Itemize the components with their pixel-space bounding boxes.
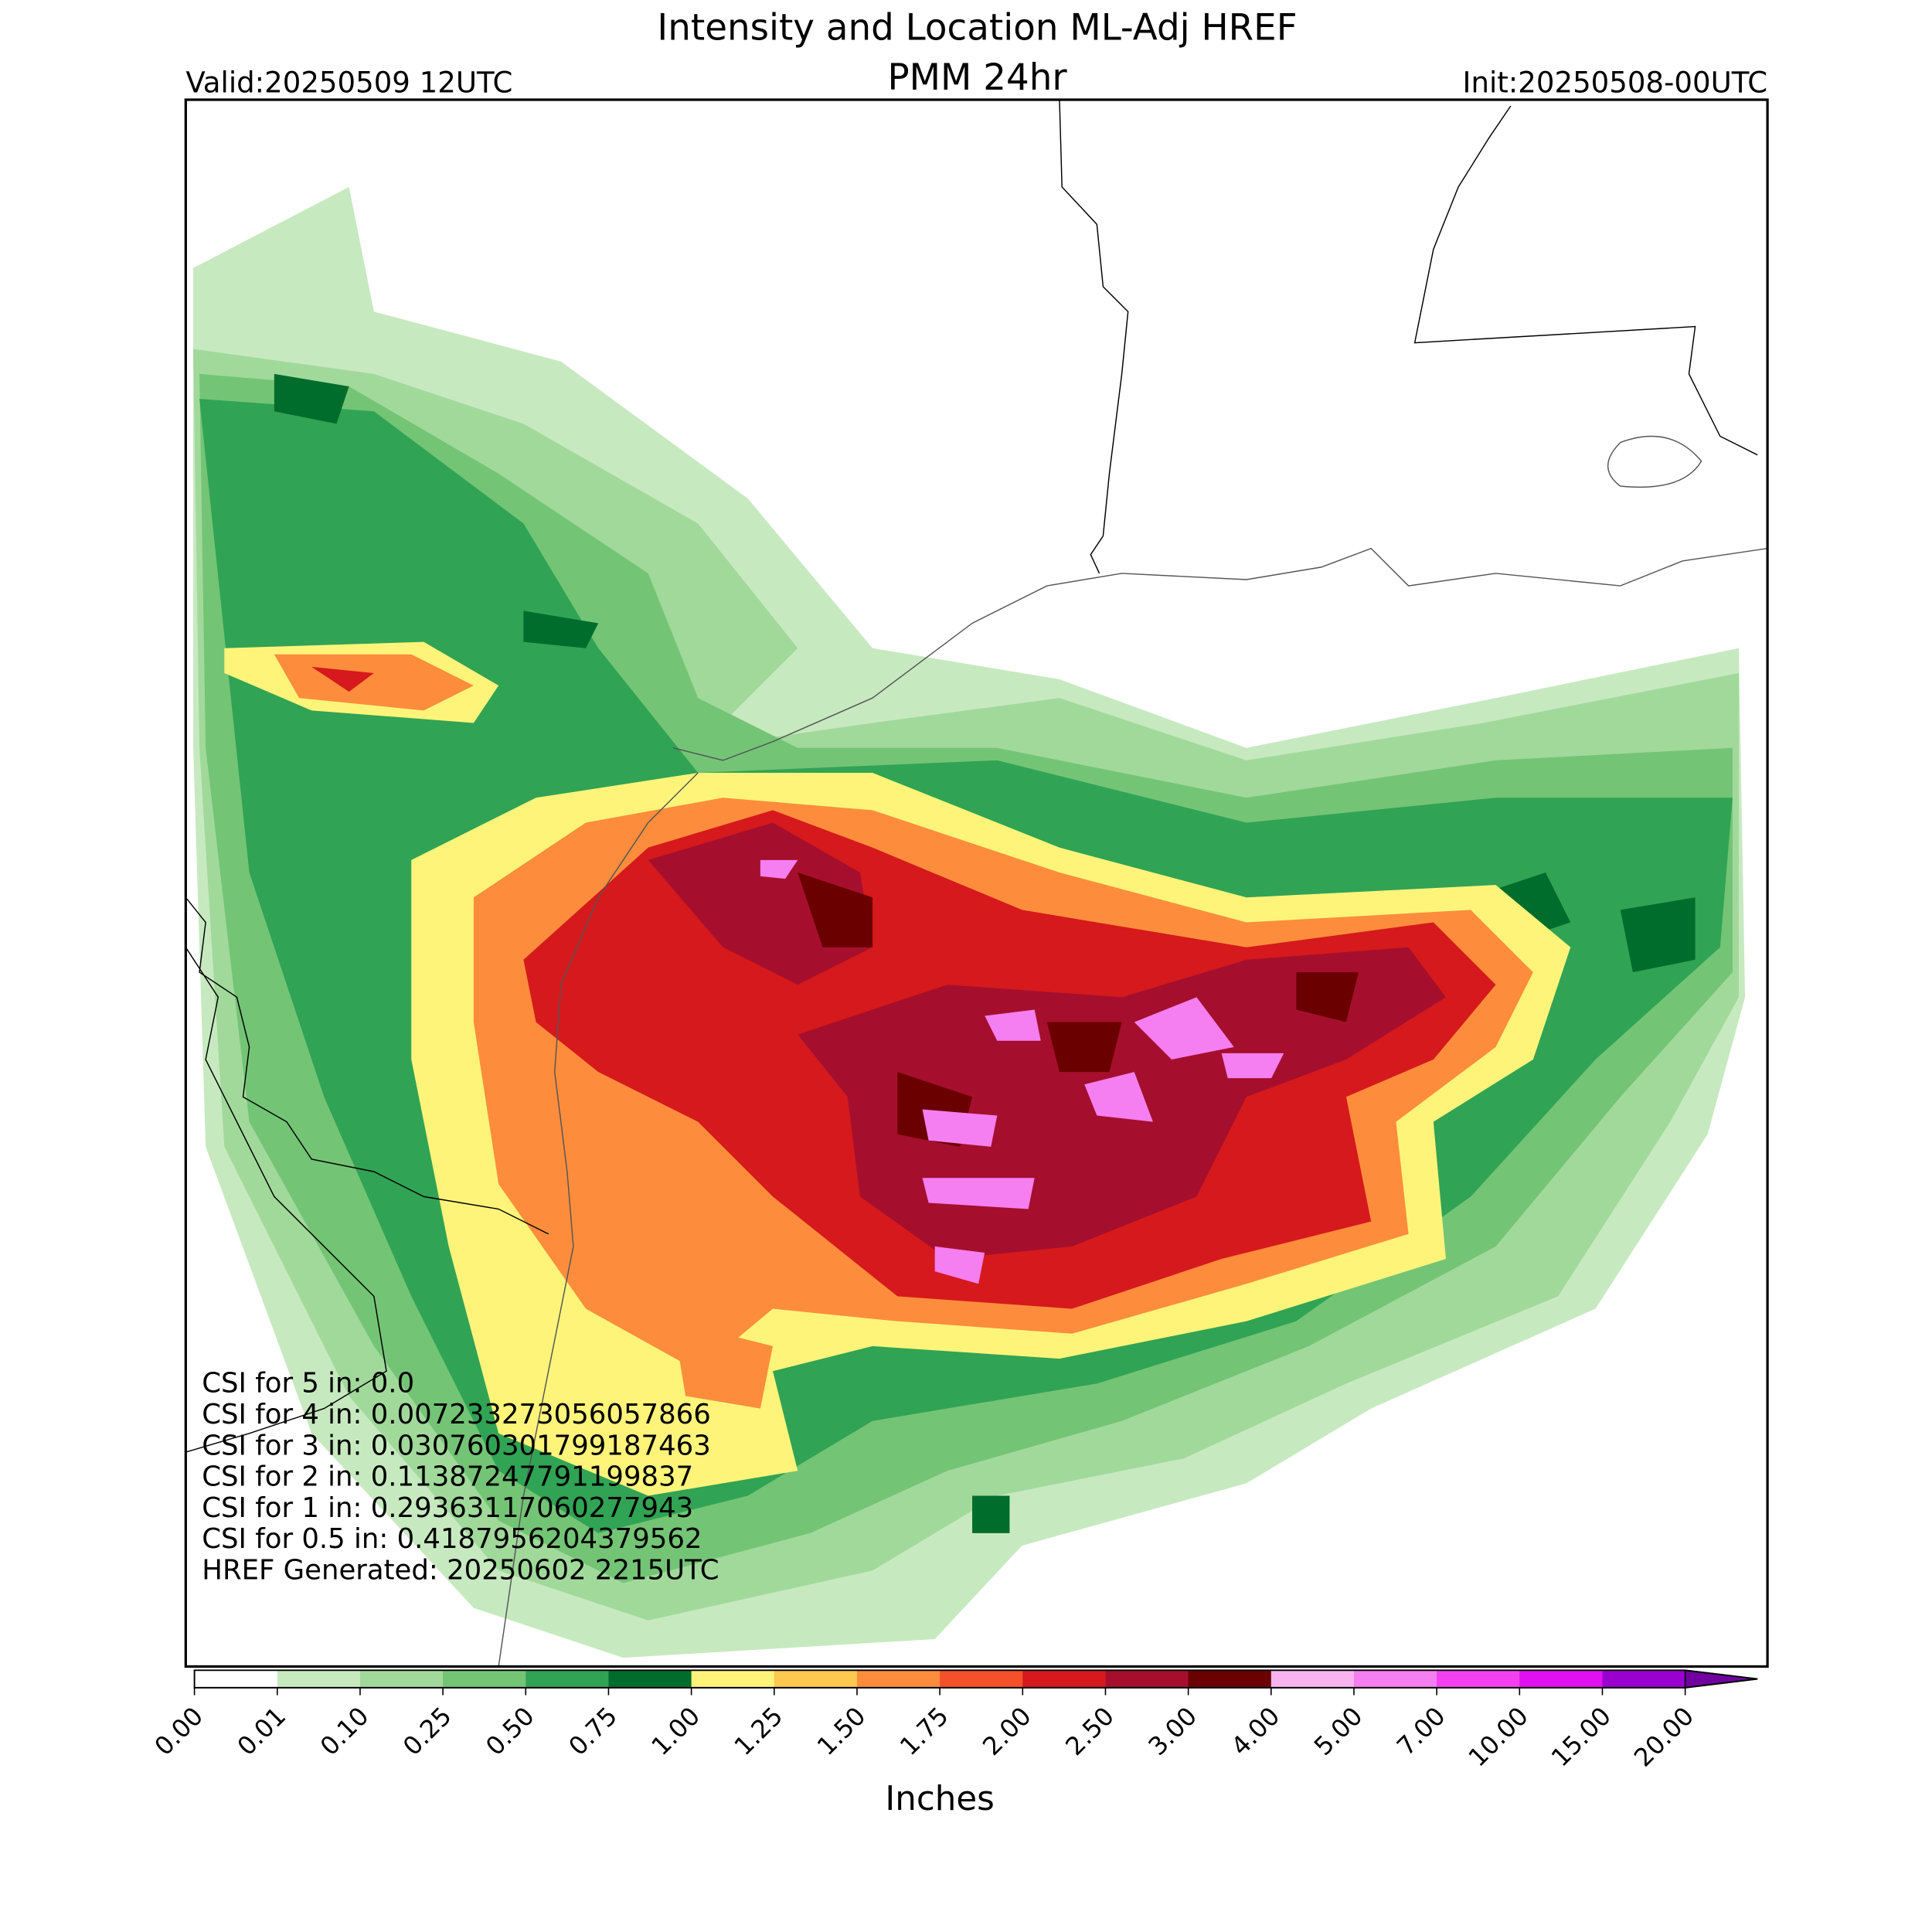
colorbar-segment (1519, 1670, 1603, 1688)
subtitle: PMM 24hr (887, 57, 1067, 99)
csi-annotation: CSI for 4 in: 0.007233273056057866 (202, 1399, 711, 1430)
colorbar-outline (193, 1669, 1758, 1689)
colorbar-segment (1022, 1670, 1106, 1688)
colorbar-segment (1105, 1670, 1189, 1688)
precip-300 (798, 872, 1359, 1147)
csi-annotation: HREF Generated: 20250602 2215UTC (202, 1555, 719, 1587)
map-frame (184, 98, 1769, 1668)
state-border (1059, 100, 1129, 574)
colorbar-segment (194, 1670, 278, 1688)
state-border (1413, 105, 1758, 456)
colorbar-segment (526, 1670, 609, 1688)
init-time: Init:20250508-00UTC (1463, 66, 1768, 99)
border (185, 947, 387, 1453)
precip-400 (760, 859, 1284, 1284)
coastline (498, 772, 699, 1667)
coastline (672, 547, 1768, 761)
colorbar-segment (1437, 1670, 1520, 1688)
colorbar-segment (774, 1670, 858, 1688)
colorbar-label: Inches (885, 1780, 994, 1818)
colorbar-segment (691, 1670, 775, 1688)
border (185, 896, 549, 1235)
title: Intensity and Location ML-Adj HREF (657, 8, 1297, 49)
colorbar-segment (856, 1670, 940, 1688)
csi-annotation: CSI for 0.5 in: 0.4187956204379562 (202, 1523, 702, 1555)
csi-annotation: CSI for 5 in: 0.0 (202, 1368, 414, 1400)
colorbar-segment (1188, 1670, 1272, 1688)
csi-annotation: CSI for 2 in: 0.11387247791199837 (202, 1461, 693, 1493)
colorbar-segment (940, 1670, 1023, 1688)
valid-time: Valid:20250509 12UTC (185, 66, 512, 99)
colorbar-segment (443, 1670, 526, 1688)
colorbar-segment (1353, 1670, 1437, 1688)
precip-field (185, 100, 1768, 1667)
lake (1607, 435, 1702, 488)
colorbar-segment (608, 1670, 692, 1688)
csi-annotation: CSI for 3 in: 0.030760301799187463 (202, 1430, 711, 1461)
colorbar-segment (1270, 1670, 1355, 1688)
colorbar-segment (359, 1670, 444, 1688)
csi-annotation: CSI for 1 in: 0.29363117060277943 (202, 1492, 693, 1524)
colorbar-segment (277, 1670, 361, 1688)
colorbar-segment (1602, 1670, 1686, 1688)
